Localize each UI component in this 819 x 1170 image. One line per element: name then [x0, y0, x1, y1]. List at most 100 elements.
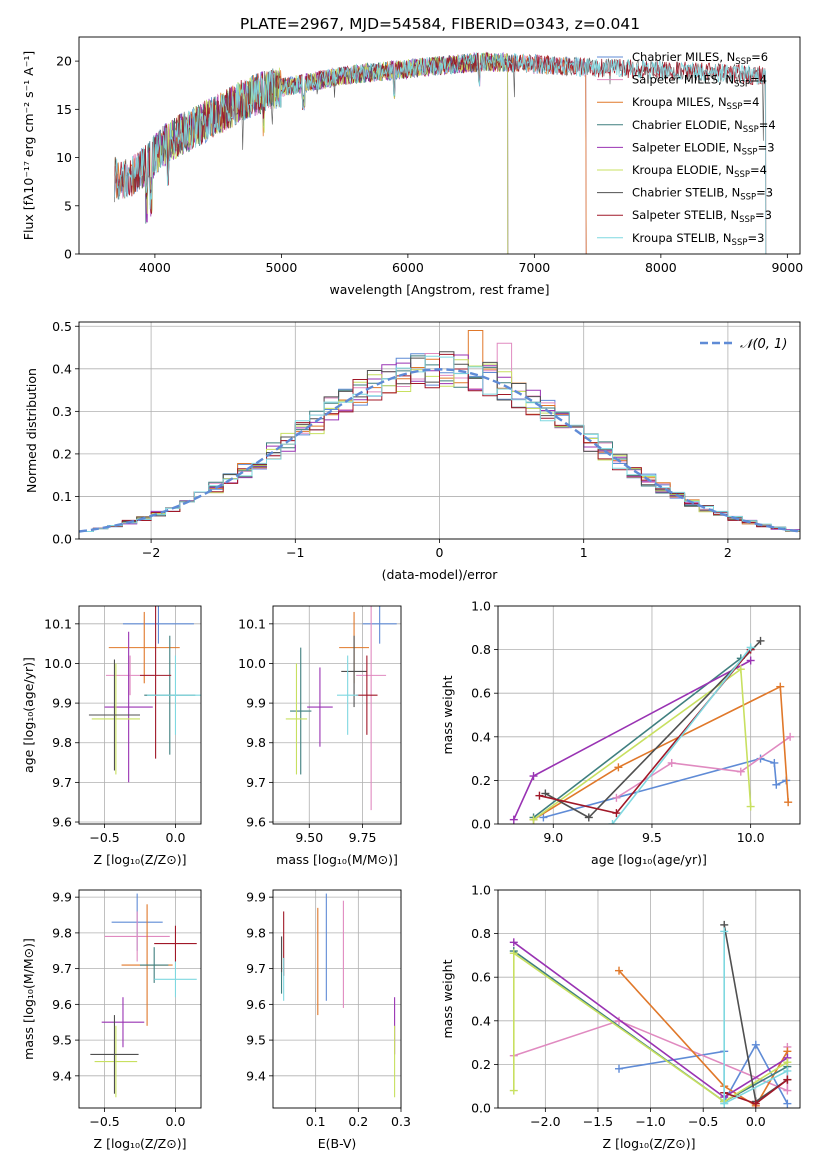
y-tick-label: 9.8	[246, 925, 266, 940]
y-tick-label: 9.6	[52, 997, 72, 1012]
x-tick-label: 7000	[518, 260, 550, 275]
y-tick-label: 0.2	[471, 1057, 491, 1072]
axes-frame	[272, 889, 402, 1109]
axes-frame	[78, 889, 202, 1109]
weight-line	[615, 736, 791, 799]
y-tick-label: 0.2	[52, 446, 72, 461]
x-axis-label: mass [log₁₀(M/M⊙)]	[276, 852, 398, 867]
y-tick-label: 9.5	[246, 1033, 266, 1048]
weight-line	[611, 646, 752, 824]
x-tick-label: −1.0	[635, 1114, 665, 1129]
y-axis-label: Flux [fλ10⁻¹⁷ erg cm⁻² s⁻¹ A⁻¹]	[21, 51, 36, 240]
legend-label-main: Kroupa MILES, N	[632, 95, 727, 109]
chart-residuals: −2 −1 0 1 2 0.0 0.1 0.2 0.3 0.4 0.5 (data-model)/er…	[24, 319, 801, 582]
plot-area-spectrum	[114, 51, 767, 254]
x-tick-label: 0.0	[166, 830, 186, 845]
y-axis-label: mass [log₁₀(M/M⊙)]	[21, 938, 36, 1060]
y-tick-label: 0.0	[52, 532, 72, 547]
plot-area-z_age	[88, 606, 201, 783]
y-tick-label: 9.7	[52, 775, 72, 790]
legend-label-sub: SSP	[732, 238, 748, 248]
y-tick-label: 10.1	[44, 616, 72, 631]
axes-frame	[497, 889, 801, 1109]
y-tick-label: 9.9	[52, 890, 72, 905]
spectrum-line	[114, 51, 767, 254]
plot-area-ebv_mass	[280, 893, 396, 1098]
x-tick-label: 0.2	[348, 1114, 368, 1129]
x-tick-label: −2	[142, 545, 160, 560]
plot-area-age_weight	[509, 636, 795, 824]
legend-label-main: Chabrier MILES, N	[632, 50, 735, 64]
x-axis-label: E(B-V)	[318, 1136, 357, 1151]
legend-label: Chabrier MILES, NSSP=6	[632, 50, 768, 67]
x-axis-label: wavelength [Angstrom, rest frame]	[329, 282, 549, 297]
chart-mass_age: 9.50 9.75 9.6 9.7 9.8 9.9 10.0 10.1 mass [log₁₀(…	[238, 605, 402, 867]
y-tick-label: 0.0	[471, 817, 491, 832]
x-tick-label: 8000	[645, 260, 677, 275]
y-tick-label: 15	[56, 102, 72, 117]
legend-label-tail: =3	[747, 231, 764, 245]
x-tick-label: 0.0	[746, 1114, 766, 1129]
chart-spectrum: 4000 5000 6000 7000 8000 9000 0 5 10 15 20 waveleng…	[21, 36, 803, 297]
legend-label: Salpeter MILES, NSSP=4	[632, 73, 767, 90]
x-axis-label: Z [log₁₀(Z/Z⊙)]	[94, 852, 187, 867]
normal-legend-label: 𝒩(0, 1)	[740, 337, 787, 352]
chart-z_mass: −0.5 0.0 9.4 9.5 9.6 9.7 9.8 9.9 Z [log₁₀(Z/Z⊙)]…	[21, 889, 202, 1151]
legend-label-main: Salpeter STELIB, N	[632, 208, 739, 222]
legend-label-tail: =4	[750, 163, 767, 177]
y-tick-label: 10.0	[238, 656, 266, 671]
y-tick-label: 9.6	[246, 997, 266, 1012]
legend-label-tail: =4	[742, 95, 759, 109]
x-tick-label: 0.3	[391, 1114, 411, 1129]
y-tick-label: 0.6	[471, 686, 491, 701]
legend-label-main: Kroupa ELODIE, N	[632, 163, 734, 177]
x-axis-label: Z [log₁₀(Z/Z⊙)]	[94, 1136, 187, 1151]
axes-frame	[78, 605, 202, 825]
x-tick-label: 9.0	[543, 830, 563, 845]
axes-frame	[272, 605, 402, 825]
legend-label-tail: =6	[751, 50, 768, 64]
legend-label-main: Salpeter MILES, N	[632, 73, 734, 87]
y-tick-label: 9.4	[52, 1068, 72, 1083]
x-axis-label: age [log₁₀(age/yr)]	[591, 852, 707, 867]
y-tick-label: 9.8	[246, 735, 266, 750]
legend-label-sub: SSP	[735, 57, 751, 67]
chart-z_age: −0.5 0.0 9.6 9.7 9.8 9.9 10.0 10.1 Z [log₁₀(Z/Z⊙…	[21, 605, 202, 867]
x-tick-label: 9000	[771, 260, 803, 275]
y-tick-label: 0.1	[52, 489, 72, 504]
axes-frame	[78, 321, 801, 540]
y-tick-label: 1.0	[471, 599, 491, 614]
x-tick-label: −0.5	[688, 1114, 718, 1129]
legend-label-sub: SSP	[734, 170, 750, 180]
y-axis-label: Normed distribution	[24, 368, 39, 493]
y-tick-label: 9.6	[52, 815, 72, 830]
x-tick-label: −0.5	[89, 1114, 119, 1129]
y-tick-label: 9.9	[246, 890, 266, 905]
weight-line	[513, 951, 788, 1103]
legend-label-sub: SSP	[727, 102, 743, 112]
x-tick-label: 0.0	[166, 1114, 186, 1129]
x-tick-label: 9.50	[295, 830, 323, 845]
legend-label: Kroupa ELODIE, NSSP=4	[632, 163, 767, 180]
axes-frame	[78, 36, 801, 255]
y-axis-label: age [log₁₀(age/yr)]	[21, 657, 36, 773]
plot-area-mass_age	[285, 606, 397, 811]
x-tick-label: 4000	[139, 260, 171, 275]
figure-title: PLATE=2967, MJD=54584, FIBERID=0343, z=0…	[240, 15, 640, 33]
legend-label-main: Kroupa STELIB, N	[632, 231, 732, 245]
legend-label: Salpeter STELIB, NSSP=3	[632, 208, 772, 225]
x-tick-label: 1	[580, 545, 588, 560]
y-tick-label: 1.0	[471, 883, 491, 898]
y-tick-label: 9.8	[52, 735, 72, 750]
weight-line	[533, 685, 789, 821]
y-axis-label: mass weight	[440, 959, 455, 1038]
x-tick-label: 0	[436, 545, 444, 560]
y-tick-label: 9.6	[246, 815, 266, 830]
plot-area-z_mass	[90, 893, 197, 1098]
y-tick-label: 0.4	[52, 361, 72, 376]
plot-area-residuals	[79, 330, 800, 533]
legend-label-main: Chabrier STELIB, N	[632, 186, 740, 200]
y-tick-label: 9.5	[52, 1033, 72, 1048]
chart-age_weight: 9.0 9.5 10.0 0.0 0.2 0.4 0.6 0.8 1.0 age [log₁₀(a…	[440, 599, 801, 867]
